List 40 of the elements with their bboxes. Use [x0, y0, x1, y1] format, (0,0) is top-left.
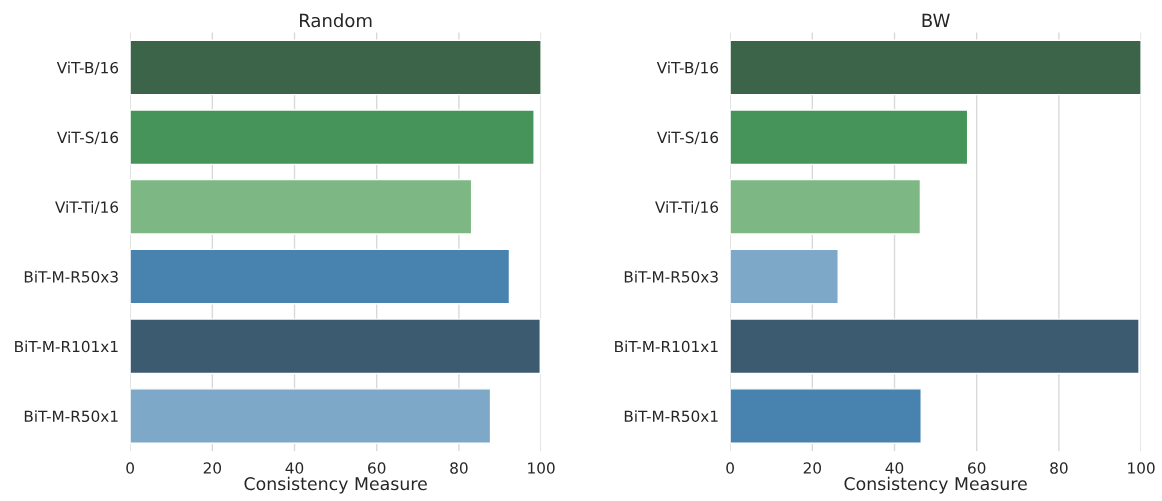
x-tick-label: 0 — [726, 462, 734, 474]
y-tick-label: BiT-M-R50x3 — [24, 270, 118, 283]
x-tick-label: 80 — [450, 462, 468, 474]
bar — [730, 318, 1140, 375]
bar — [730, 178, 922, 235]
y-tick-label: ViT-B/16 — [656, 61, 719, 75]
y-tick-label: ViT-Ti/16 — [655, 201, 719, 215]
x-axis-title: Consistency Measure — [244, 476, 427, 494]
x-tick-label: 60 — [368, 462, 386, 474]
bar — [130, 109, 535, 166]
x-tick-label: 0 — [126, 462, 134, 474]
bar — [130, 248, 511, 305]
x-tick-label: 100 — [1128, 462, 1155, 474]
y-tick-label: BiT-M-R50x1 — [624, 410, 718, 423]
x-tick-label: 40 — [285, 462, 304, 474]
bar — [730, 39, 1142, 96]
x-tick-label: 20 — [803, 462, 822, 474]
y-tick-label: BiT-M-R101x1 — [615, 340, 718, 353]
y-tick-label: ViT-Ti/16 — [55, 201, 119, 215]
chart-title: Random — [300, 13, 372, 28]
bar — [130, 178, 473, 235]
x-tick-label: 40 — [885, 462, 904, 474]
x-tick-label: 80 — [1050, 462, 1068, 474]
x-tick-label: 100 — [528, 462, 555, 474]
x-tick-label: 60 — [968, 462, 986, 474]
chart-title: BW — [922, 13, 950, 28]
y-tick-label: ViT-S/16 — [657, 131, 719, 145]
y-tick-label: ViT-B/16 — [56, 61, 119, 75]
y-tick-label: BiT-M-R50x1 — [24, 410, 118, 423]
x-axis-title: Consistency Measure — [844, 476, 1027, 494]
y-tick-label: BiT-M-R50x3 — [624, 270, 718, 283]
y-tick-label: ViT-S/16 — [57, 131, 119, 145]
bar — [130, 39, 542, 96]
bar — [130, 318, 541, 375]
bar — [730, 248, 839, 305]
x-tick-label: 20 — [203, 462, 222, 474]
y-tick-label: BiT-M-R101x1 — [15, 340, 118, 353]
bar — [130, 388, 492, 444]
bar — [730, 109, 969, 166]
bar — [730, 388, 922, 444]
